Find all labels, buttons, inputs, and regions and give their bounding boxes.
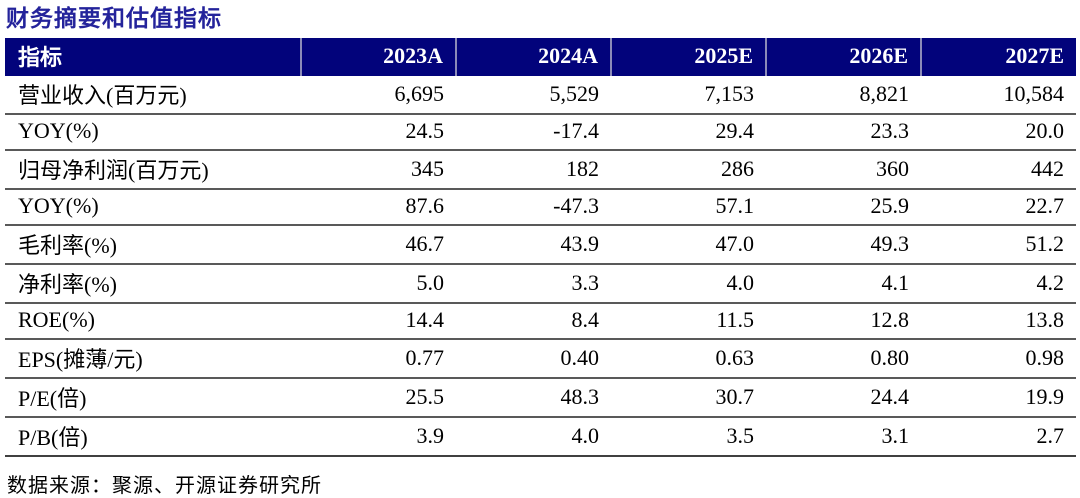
row-label: 净利率(%): [5, 263, 301, 304]
table-row: YOY(%) 87.6 -47.3 57.1 25.9 22.7: [5, 188, 1076, 226]
cell-value: 57.1: [611, 188, 766, 226]
cell-value: 182: [456, 149, 611, 190]
cell-value: 0.80: [766, 338, 921, 379]
cell-value: 286: [611, 149, 766, 190]
row-label: EPS(摊薄/元): [5, 338, 301, 379]
header-cell-5: 2027E: [920, 37, 1076, 76]
cell-value: 12.8: [766, 302, 921, 340]
header-cell-4: 2026E: [765, 37, 921, 76]
cell-value: 51.2: [921, 224, 1076, 265]
row-label: 毛利率(%): [5, 224, 301, 265]
cell-value: 22.7: [921, 188, 1076, 226]
table-header-row: 指标 2023A 2024A 2025E 2026E 2027E: [5, 37, 1076, 76]
table-row: 净利率(%) 5.0 3.3 4.0 4.1 4.2: [5, 263, 1076, 304]
header-cell-indicator: 指标: [5, 37, 301, 76]
cell-value: 29.4: [611, 113, 766, 151]
cell-value: 30.7: [611, 377, 766, 418]
table-row: ROE(%) 14.4 8.4 11.5 12.8 13.8: [5, 302, 1076, 340]
table-row: P/B(倍) 3.9 4.0 3.5 3.1 2.7: [5, 416, 1076, 457]
cell-value: 19.9: [921, 377, 1076, 418]
cell-value: 13.8: [921, 302, 1076, 340]
cell-value: 5,529: [456, 75, 611, 115]
source-note: 数据来源：聚源、开源证券研究所: [7, 474, 322, 497]
cell-value: 25.9: [766, 188, 921, 226]
cell-value: 360: [766, 149, 921, 190]
table-row: 归母净利润(百万元) 345 182 286 360 442: [5, 149, 1076, 190]
cell-value: 4.0: [611, 263, 766, 304]
cell-value: 87.6: [301, 188, 456, 226]
row-label: 归母净利润(百万元): [5, 149, 301, 190]
cell-value: 3.5: [611, 416, 766, 457]
cell-value: 442: [921, 149, 1076, 190]
cell-value: 0.40: [456, 338, 611, 379]
cell-value: 4.0: [456, 416, 611, 457]
cell-value: 8,821: [766, 75, 921, 115]
table-body: 营业收入(百万元) 6,695 5,529 7,153 8,821 10,584 YOY(%…: [5, 75, 1076, 457]
cell-value: 24.5: [301, 113, 456, 151]
cell-value: 4.1: [766, 263, 921, 304]
row-label: YOY(%): [5, 113, 301, 151]
table-row: EPS(摊薄/元) 0.77 0.40 0.63 0.80 0.98: [5, 338, 1076, 379]
cell-value: 20.0: [921, 113, 1076, 151]
cell-value: 7,153: [611, 75, 766, 115]
cell-value: 24.4: [766, 377, 921, 418]
cell-value: 8.4: [456, 302, 611, 340]
cell-value: 6,695: [301, 75, 456, 115]
cell-value: 345: [301, 149, 456, 190]
cell-value: 0.63: [611, 338, 766, 379]
cell-value: 14.4: [301, 302, 456, 340]
row-label: 营业收入(百万元): [5, 75, 301, 115]
header-cell-1: 2023A: [300, 37, 456, 76]
row-label: P/E(倍): [5, 377, 301, 418]
cell-value: 46.7: [301, 224, 456, 265]
cell-value: 5.0: [301, 263, 456, 304]
row-label: ROE(%): [5, 302, 301, 340]
cell-value: 11.5: [611, 302, 766, 340]
cell-value: -17.4: [456, 113, 611, 151]
table-row: YOY(%) 24.5 -17.4 29.4 23.3 20.0: [5, 113, 1076, 151]
cell-value: 25.5: [301, 377, 456, 418]
header-cell-3: 2025E: [610, 37, 766, 76]
financial-summary-table: 指标 2023A 2024A 2025E 2026E 2027E 营业收入(百万元) 6,6…: [5, 37, 1076, 457]
cell-value: 43.9: [456, 224, 611, 265]
cell-value: 4.2: [921, 263, 1076, 304]
cell-value: 23.3: [766, 113, 921, 151]
cell-value: 49.3: [766, 224, 921, 265]
cell-value: 48.3: [456, 377, 611, 418]
cell-value: 10,584: [921, 75, 1076, 115]
cell-value: 3.9: [301, 416, 456, 457]
row-label: YOY(%): [5, 188, 301, 226]
cell-value: 3.3: [456, 263, 611, 304]
table-row: 营业收入(百万元) 6,695 5,529 7,153 8,821 10,584: [5, 75, 1076, 115]
table-row: 毛利率(%) 46.7 43.9 47.0 49.3 51.2: [5, 224, 1076, 265]
cell-value: -47.3: [456, 188, 611, 226]
header-cell-2: 2024A: [455, 37, 611, 76]
cell-value: 47.0: [611, 224, 766, 265]
cell-value: 3.1: [766, 416, 921, 457]
page-title: 财务摘要和估值指标: [6, 6, 222, 31]
table-row: P/E(倍) 25.5 48.3 30.7 24.4 19.9: [5, 377, 1076, 418]
row-label: P/B(倍): [5, 416, 301, 457]
cell-value: 0.77: [301, 338, 456, 379]
cell-value: 2.7: [921, 416, 1076, 457]
cell-value: 0.98: [921, 338, 1076, 379]
